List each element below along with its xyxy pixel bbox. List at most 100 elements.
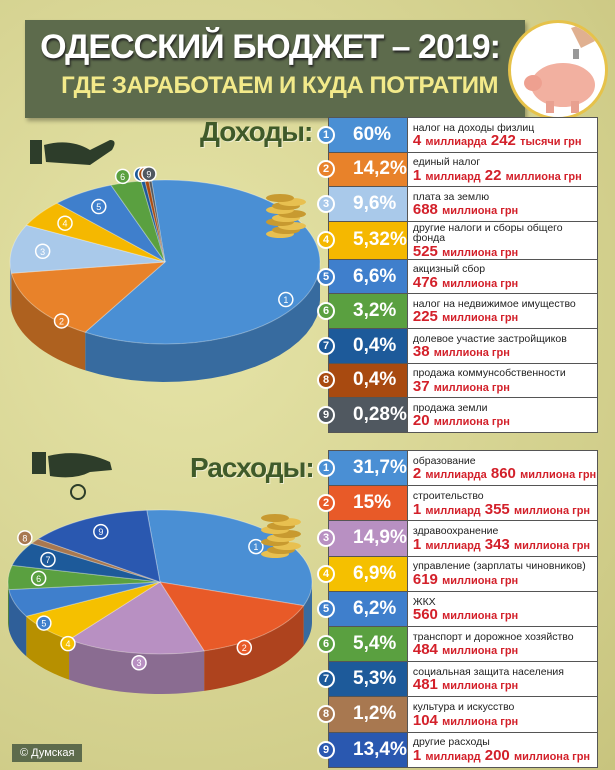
- pie-label-number: 4: [65, 639, 70, 649]
- amount-unit: миллиона грн: [442, 680, 519, 693]
- row-number-badge: 9: [317, 740, 335, 759]
- amount-number: 242: [490, 132, 516, 150]
- row-number-badge: 1: [317, 125, 335, 144]
- amount-number: 1: [412, 166, 422, 184]
- pie-label-marker-9: [93, 523, 109, 540]
- percent-value: 3,2%: [353, 300, 397, 322]
- amount-unit: миллиона грн: [442, 610, 519, 623]
- row-number-badge: 7: [317, 670, 335, 689]
- percent-value: 60%: [353, 123, 392, 145]
- percent-cell: 3 14,9%: [317, 520, 408, 557]
- category-label: налог на недвижимое имущество: [412, 297, 576, 310]
- amount-label: 525 миллиона грн: [413, 244, 597, 259]
- row-number-badge: 8: [317, 371, 335, 390]
- percent-cell: 4 5,32%: [317, 220, 408, 260]
- category-label: другие налоги и сборы общего фонда: [412, 221, 563, 245]
- pie-label-marker-6: [30, 570, 47, 587]
- table-row: 2 14,2% единый налог 1 миллиард 22 миллиона…: [317, 151, 599, 188]
- amount-number: 860: [490, 465, 516, 483]
- row-number-badge: 8: [317, 705, 335, 724]
- amount-number: 225: [412, 308, 438, 326]
- description-cell: культура и искусство 104 миллиона грн: [406, 696, 599, 733]
- description-cell: образование 2 миллиарда 860 миллиона грн: [406, 449, 599, 487]
- amount-unit: миллиона грн: [433, 416, 510, 429]
- table-row: 9 0,28% продажа земли 20 миллиона грн: [317, 397, 599, 433]
- amount-number: 20: [412, 412, 430, 430]
- description-cell: продажа земли 20 миллиона грн: [406, 397, 599, 433]
- amount-label: 1 миллиард 355 миллиона грн: [413, 502, 597, 517]
- percent-cell: 7 0,4%: [317, 327, 408, 364]
- amount-unit: миллиард: [425, 750, 481, 763]
- pie-label-marker-7: [40, 551, 56, 568]
- percent-value: 13,4%: [353, 738, 407, 760]
- amount-unit: миллиона грн: [442, 574, 519, 587]
- expense-table: 1 31,7% образование 2 миллиарда 860 миллион…: [317, 449, 599, 768]
- amount-unit: миллиона грн: [513, 539, 591, 552]
- pie-label-marker-3: [34, 243, 51, 260]
- percent-cell: 2 14,2%: [317, 151, 408, 188]
- percent-cell: 2 15%: [317, 485, 408, 522]
- amount-label: 2 миллиарда 860 миллиона грн: [413, 466, 597, 481]
- table-row: 3 9,6% плата за землю 688 миллиона грн: [317, 186, 599, 222]
- amount-label: 688 миллиона грн: [413, 202, 597, 217]
- title-banner: [25, 20, 525, 118]
- amount-unit: миллиона грн: [513, 504, 591, 517]
- pie-label-marker-9: [141, 166, 157, 182]
- category-label: другие расходы: [412, 736, 490, 749]
- pie-label-number: 6: [36, 574, 41, 584]
- description-cell: другие расходы 1 миллиард 200 миллиона гр…: [406, 731, 599, 768]
- pie-slice-3: [67, 581, 205, 655]
- category-label: единый налог: [412, 156, 481, 169]
- percent-value: 0,4%: [353, 369, 397, 391]
- description-cell: налог на недвижимое имущество 225 миллион…: [406, 293, 599, 329]
- pie-label-number: 8: [22, 533, 27, 543]
- amount-unit: миллиарда: [425, 469, 487, 482]
- row-number-badge: 6: [317, 635, 335, 654]
- pie-label-marker-1: [278, 291, 294, 308]
- percent-value: 9,6%: [353, 192, 397, 214]
- coin-stack: [266, 194, 294, 202]
- page-subtitle: ГДЕ ЗАРАБОТАЕМ И КУДА ПОТРАТИМ: [61, 72, 498, 99]
- pie-label-number: 4: [63, 219, 68, 229]
- amount-unit: миллиона грн: [505, 170, 582, 183]
- percent-cell: 7 5,3%: [317, 661, 408, 698]
- table-row: 2 15% строительство 1 миллиард 355 миллиона…: [317, 485, 599, 522]
- amount-number: 343: [484, 535, 510, 553]
- hand-take-icon: [32, 452, 112, 500]
- description-cell: плата за землю 688 миллиона грн: [406, 186, 599, 222]
- percent-value: 31,7%: [353, 457, 407, 479]
- amount-unit: тысячи грн: [520, 136, 582, 149]
- amount-unit: миллиона грн: [442, 205, 519, 218]
- pie-slice-3: [9, 224, 166, 274]
- amount-number: 2: [412, 465, 422, 483]
- pie-side-6: [8, 582, 9, 630]
- amount-label: 1 миллиард 22 миллиона грн: [413, 168, 597, 183]
- pie-label-marker-5: [91, 198, 107, 215]
- row-number-badge: 1: [317, 459, 335, 478]
- amount-unit: миллиард: [425, 539, 481, 552]
- description-cell: управление (зарплаты чиновников) 619 милл…: [406, 555, 599, 592]
- percent-cell: 1 31,7%: [317, 449, 408, 487]
- amount-unit: миллиона грн: [520, 469, 597, 482]
- amount-unit: миллиона грн: [442, 645, 519, 658]
- pie-label-marker-4: [57, 215, 73, 231]
- description-cell: здравоохранение 1 миллиард 343 миллиона г…: [406, 520, 599, 557]
- amount-number: 22: [484, 166, 502, 184]
- amount-label: 481 миллиона грн: [413, 677, 597, 692]
- amount-label: 476 миллиона грн: [413, 275, 597, 290]
- amount-number: 104: [412, 711, 438, 729]
- pie-slice-2: [158, 581, 305, 652]
- amount-number: 355: [484, 500, 510, 518]
- amount-label: 20 миллиона грн: [413, 413, 597, 428]
- pie-label-marker-4: [60, 635, 76, 652]
- description-cell: ЖКХ 560 миллиона грн: [406, 590, 599, 627]
- amount-number: 1: [412, 535, 422, 553]
- pie-label-number: 1: [283, 295, 288, 305]
- table-row: 7 5,3% социальная защита населения 481 милл…: [317, 661, 599, 698]
- amount-unit: миллиона грн: [433, 381, 510, 394]
- row-number-badge: 5: [317, 599, 335, 618]
- percent-value: 1,2%: [353, 703, 397, 725]
- amount-number: 200: [484, 746, 510, 764]
- category-label: здравоохранение: [412, 525, 499, 538]
